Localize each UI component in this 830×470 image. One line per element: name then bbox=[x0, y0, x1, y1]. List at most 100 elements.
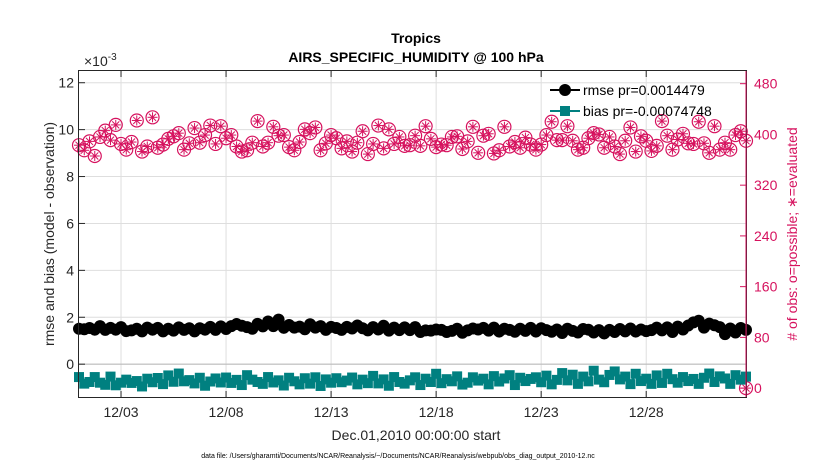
obs-point-75-spoke-3 bbox=[469, 122, 477, 131]
obs-point-119-spoke-3 bbox=[700, 139, 708, 148]
bias-point-66 bbox=[420, 373, 431, 384]
obs-point-7 bbox=[108, 117, 123, 133]
obs-point-11 bbox=[129, 113, 144, 128]
bias-point-110 bbox=[651, 370, 662, 381]
bias-point-4 bbox=[95, 377, 106, 388]
obs-point-120-circle bbox=[702, 145, 717, 160]
obs-point-97 bbox=[581, 131, 596, 146]
obs-point-103 bbox=[612, 146, 628, 162]
obs-point-22-spoke-3 bbox=[190, 124, 199, 132]
obs-point-112-spoke-3 bbox=[663, 131, 672, 140]
bias-point-117 bbox=[688, 373, 699, 384]
obs-point-117-circle bbox=[686, 136, 701, 152]
bias-point-89 bbox=[541, 370, 552, 381]
obs-point-94 bbox=[565, 133, 580, 148]
bias-point-80 bbox=[494, 376, 505, 387]
obs-point-21-spoke-3 bbox=[185, 139, 194, 148]
obs-point-81-spoke-3 bbox=[500, 122, 509, 131]
bias-point-93 bbox=[562, 375, 573, 386]
bias-point-67 bbox=[425, 376, 436, 387]
obs-point-39-circle bbox=[276, 127, 291, 143]
bias-point-86 bbox=[525, 373, 536, 384]
bias-point-124 bbox=[725, 378, 736, 389]
obs-point-42-circle bbox=[292, 134, 307, 150]
bias-point-88 bbox=[536, 377, 547, 388]
obs-point-13-spoke-3 bbox=[143, 142, 152, 151]
bias-point-49 bbox=[331, 373, 342, 384]
right-axis-label: # of obs: o=possible; ∗=evaluated bbox=[784, 127, 800, 340]
bias-point-18 bbox=[168, 376, 179, 387]
obs-point-53-spoke-3 bbox=[353, 138, 362, 147]
y-tick-label-6: 12 bbox=[58, 75, 74, 91]
obs-point-111-circle bbox=[654, 114, 670, 129]
obs-point-34-circle bbox=[250, 114, 265, 129]
obs-point-2-spoke-3 bbox=[85, 137, 94, 146]
y-tick-label-4: 8 bbox=[66, 169, 74, 185]
obs-point-57 bbox=[371, 118, 386, 133]
obs-point-115-spoke-3 bbox=[679, 129, 687, 138]
bias-point-38 bbox=[273, 375, 284, 386]
obs-point-106 bbox=[628, 144, 643, 159]
obs-point-70 bbox=[439, 138, 454, 153]
obs-point-103-circle bbox=[612, 146, 628, 162]
bias-point-101 bbox=[604, 369, 615, 380]
obs-point-105-circle bbox=[623, 120, 638, 135]
bias-point-5 bbox=[100, 379, 111, 390]
bias-point-37 bbox=[268, 377, 279, 388]
obs-point-67-spoke-3 bbox=[426, 134, 435, 143]
obs-point-111 bbox=[654, 114, 670, 129]
bias-point-41 bbox=[289, 376, 300, 387]
obs-point-110-spoke-3 bbox=[652, 141, 661, 150]
bias-point-25 bbox=[205, 376, 216, 387]
obs-point-88 bbox=[534, 137, 549, 152]
obs-point-63-spoke-3 bbox=[405, 141, 414, 150]
obs-point-49-spoke-3 bbox=[332, 134, 341, 143]
obs-point-25-circle bbox=[203, 118, 218, 133]
right-tick-label-6: 480 bbox=[754, 76, 778, 92]
obs-point-37-circle bbox=[266, 119, 281, 134]
obs-point-118-spoke-3 bbox=[694, 117, 703, 126]
obs-point-104 bbox=[618, 133, 633, 148]
obs-point-99-circle bbox=[591, 127, 607, 142]
bias-point-112 bbox=[662, 368, 673, 379]
obs-point-33 bbox=[245, 135, 260, 150]
bias-point-2 bbox=[84, 376, 95, 387]
bias-point-95 bbox=[572, 378, 583, 389]
bias-point-97 bbox=[583, 376, 594, 387]
right-tick-label-1: 80 bbox=[754, 329, 770, 345]
obs-point-118 bbox=[691, 114, 706, 129]
data-file-footnote: data file: /Users/gharamti/Documents/NCA… bbox=[201, 453, 595, 460]
obs-point-25-spoke-3 bbox=[206, 121, 215, 130]
obs-point-52-circle bbox=[345, 144, 360, 159]
obs-point-89-spoke-3 bbox=[542, 131, 551, 139]
obs-point-81-circle bbox=[497, 119, 512, 134]
bias-point-16 bbox=[158, 379, 169, 390]
bias-point-19 bbox=[173, 368, 184, 379]
obs-point-109 bbox=[644, 143, 659, 159]
obs-point-122-spoke-3 bbox=[715, 145, 724, 154]
obs-point-103-spoke-3 bbox=[616, 150, 624, 158]
obs-point-96 bbox=[576, 140, 591, 155]
bias-point-108 bbox=[641, 373, 652, 384]
bias-point-14 bbox=[147, 377, 158, 388]
y-exponent-power: -3 bbox=[108, 52, 117, 63]
obs-point-74-circle bbox=[460, 134, 475, 149]
obs-point-64-spoke-3 bbox=[411, 131, 420, 140]
x-tick-label-5: 12/28 bbox=[629, 404, 664, 420]
obs-point-70-circle bbox=[439, 138, 454, 153]
chart-subtitle: AIRS_SPECIFIC_HUMIDITY @ 100 hPa bbox=[288, 49, 544, 65]
bias-point-76 bbox=[473, 375, 484, 386]
obs-point-6-spoke-3 bbox=[106, 136, 115, 145]
obs-point-33-circle bbox=[245, 135, 260, 150]
obs-point-3-circle bbox=[87, 148, 102, 164]
obs-point-50-spoke-3 bbox=[337, 144, 346, 153]
obs-point-104-spoke-3 bbox=[621, 136, 630, 145]
bias-point-105 bbox=[625, 379, 636, 390]
obs-point-21 bbox=[182, 136, 197, 151]
bias-point-82 bbox=[504, 370, 515, 381]
obs-point-108-spoke-3 bbox=[642, 136, 651, 145]
obs-point-93 bbox=[560, 119, 575, 134]
obs-point-114 bbox=[670, 132, 685, 147]
obs-point-29-circle bbox=[224, 127, 239, 143]
